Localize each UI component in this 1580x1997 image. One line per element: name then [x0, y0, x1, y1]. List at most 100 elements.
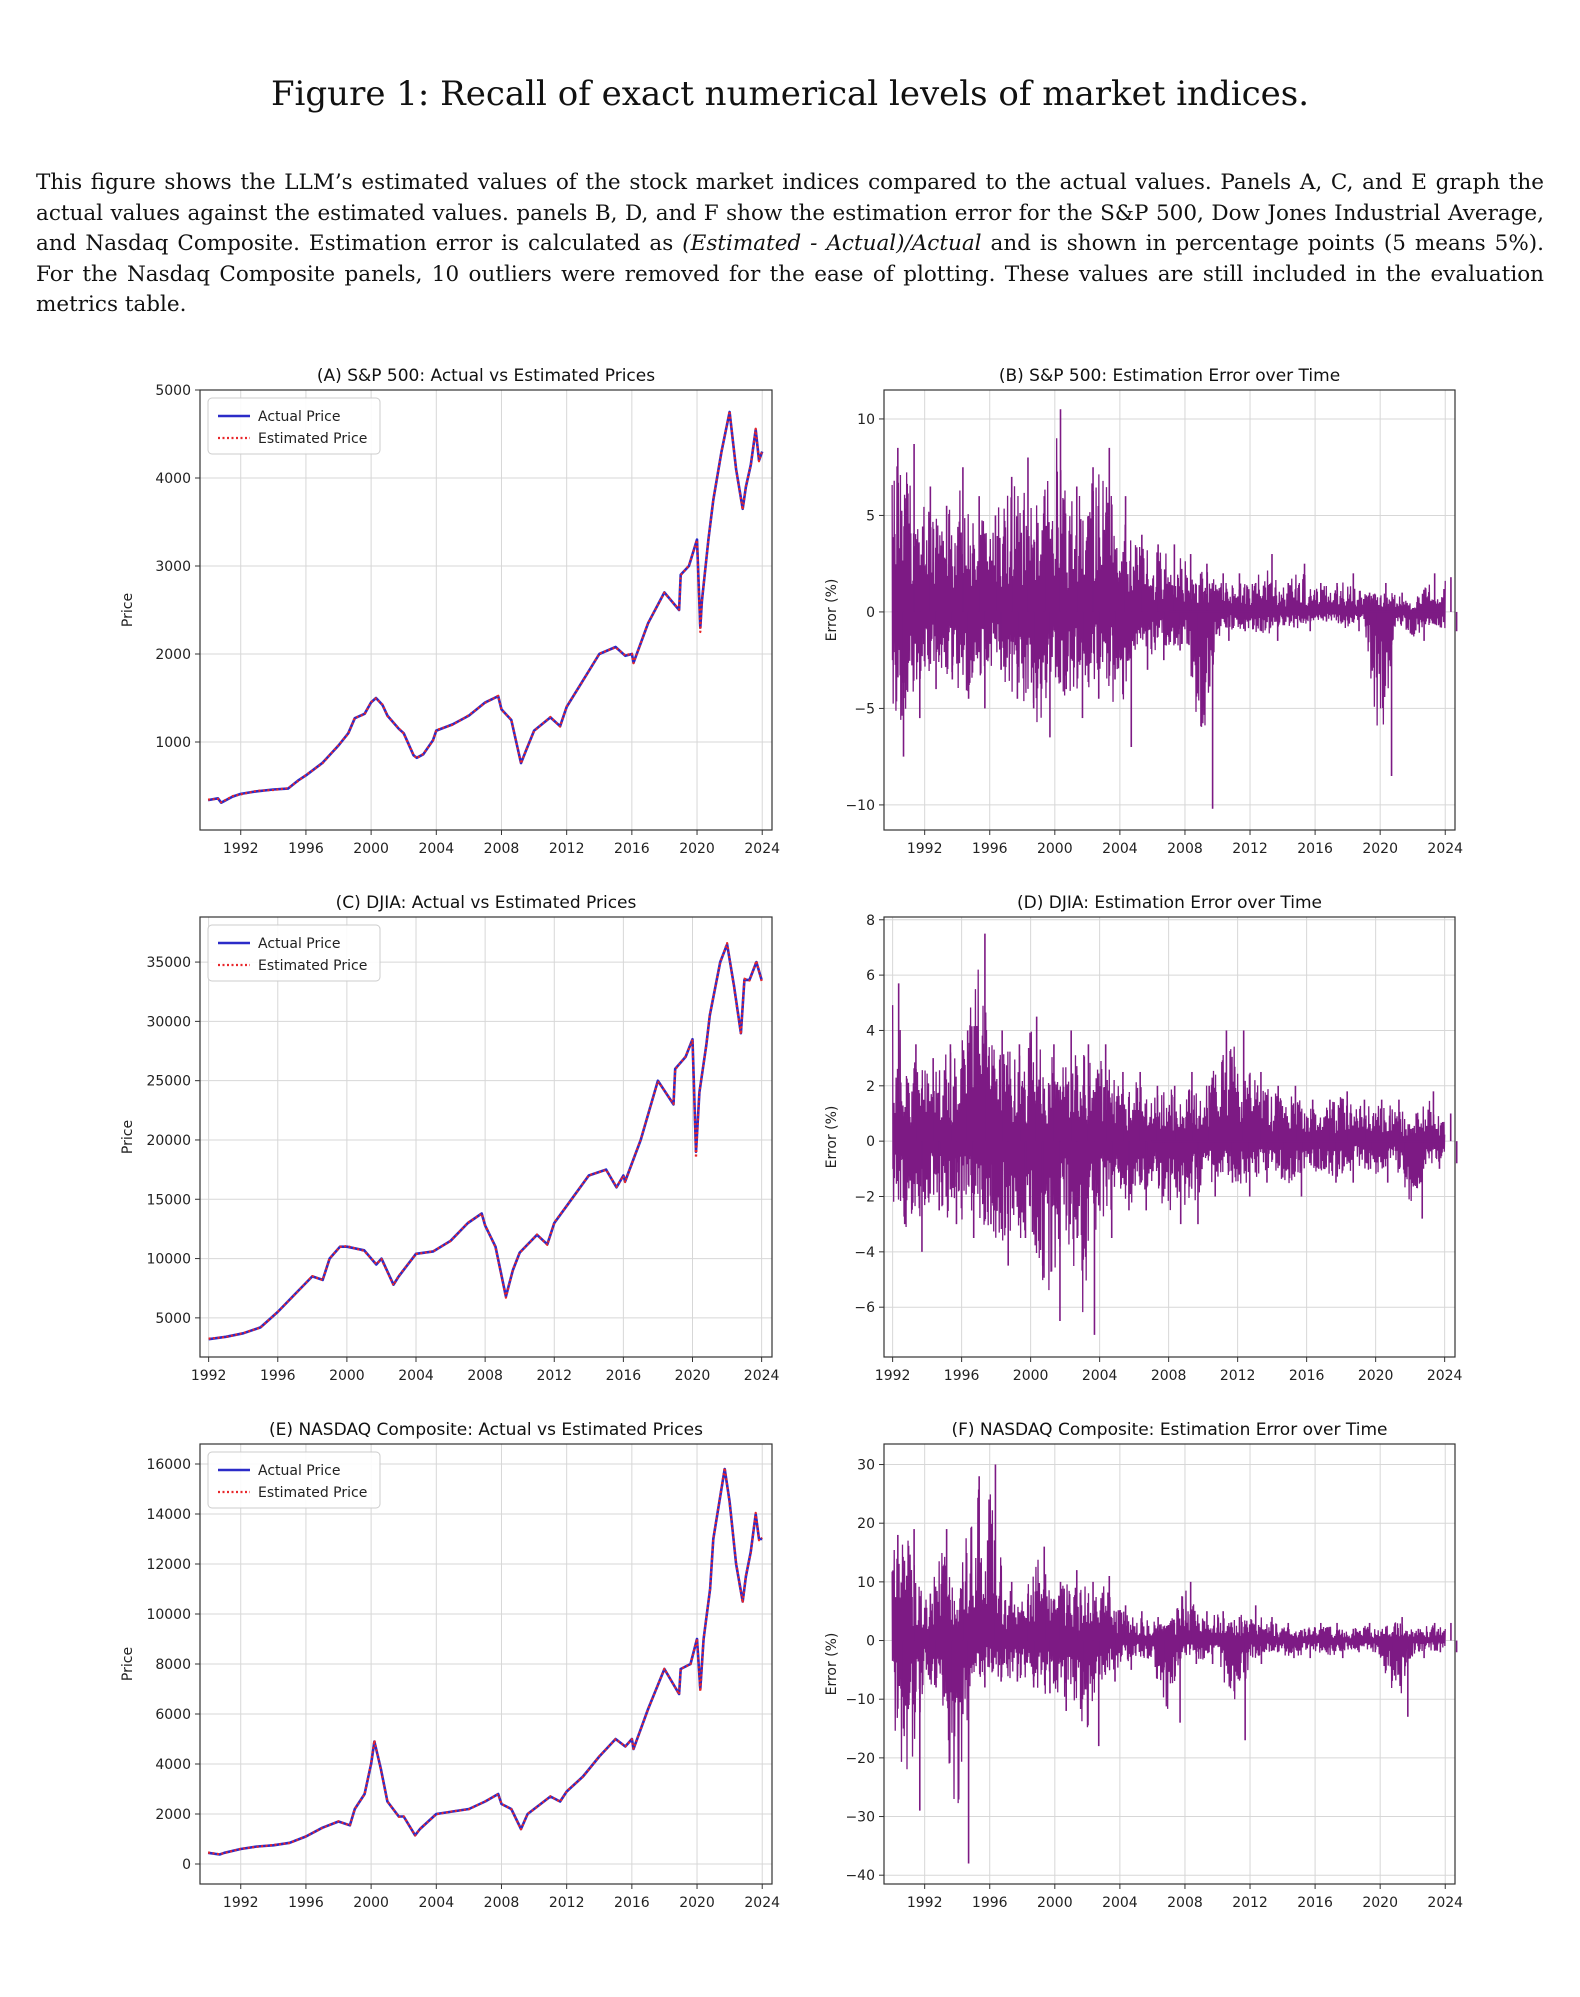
y-tick-label: 35000 [146, 955, 191, 971]
x-tick-label: 2004 [398, 1368, 434, 1384]
caption-text-2: and is shown in percentage points (5 mea… [36, 231, 1544, 317]
x-tick-label: 2008 [484, 841, 520, 857]
panel-f-title: (F) NASDAQ Composite: Estimation Error o… [951, 1420, 1387, 1440]
panel-a-frame [199, 389, 773, 831]
panel-e-ylabel: Price [120, 1647, 136, 1681]
x-tick-label: 2020 [679, 841, 715, 857]
y-tick-label: 5 [866, 508, 875, 524]
legend-box [207, 924, 381, 982]
y-tick-label: −40 [845, 1868, 875, 1884]
x-tick-label: 2004 [1082, 1368, 1118, 1384]
x-tick-label: 2008 [1167, 1895, 1203, 1911]
y-tick-label: −2 [854, 1189, 875, 1205]
panel-b-ylabel: Error (%) [824, 579, 840, 642]
y-tick-label: 4000 [155, 471, 191, 487]
panel-c-frame [199, 916, 773, 1358]
y-tick-label: 8 [866, 913, 875, 929]
figure-caption: This figure shows the LLM’s estimated va… [36, 168, 1544, 321]
x-tick-label: 2008 [1151, 1368, 1187, 1384]
x-tick-label: 1992 [875, 1368, 911, 1384]
panel-d-title: (D) DJIA: Estimation Error over Time [1017, 893, 1322, 913]
y-tick-label: 14000 [146, 1507, 191, 1523]
estimated-price-line [208, 410, 764, 804]
x-tick-label: 2012 [549, 841, 585, 857]
panel-d-frame [883, 916, 1456, 1358]
x-tick-label: 1996 [288, 841, 324, 857]
x-tick-label: 1992 [191, 1368, 227, 1384]
estimated-price-line [207, 1466, 763, 1856]
panel-b-data [891, 409, 1458, 809]
x-tick-label: 2024 [744, 841, 780, 857]
x-tick-label: 2020 [1362, 841, 1398, 857]
x-tick-label: 2024 [744, 1895, 780, 1911]
x-tick-label: 2024 [1427, 1368, 1463, 1384]
y-tick-label: 0 [182, 1857, 191, 1873]
y-tick-label: −10 [845, 1692, 875, 1708]
panel-e-title: (E) NASDAQ Composite: Actual vs Estimate… [269, 1420, 703, 1440]
panel-a-ticks: 1992 1996 2000 2004 2008 2012 2016 2020 2024 1000… [155, 383, 780, 857]
y-tick-label: −10 [845, 798, 875, 814]
panel-f-data [891, 1464, 1458, 1864]
x-tick-label: 2008 [484, 1895, 520, 1911]
x-tick-label: 2008 [1167, 841, 1203, 857]
x-tick-label: 1992 [907, 1895, 943, 1911]
x-tick-label: 2020 [1362, 1895, 1398, 1911]
x-tick-label: 2004 [1102, 1895, 1138, 1911]
y-tick-label: 10 [857, 1575, 875, 1591]
x-tick-label: 2000 [353, 841, 389, 857]
x-tick-label: 2016 [606, 1368, 642, 1384]
x-tick-label: 1992 [907, 841, 943, 857]
x-tick-label: 2016 [1289, 1368, 1325, 1384]
x-tick-label: 2012 [1220, 1368, 1256, 1384]
y-tick-label: 16000 [146, 1457, 191, 1473]
caption-text-1: This figure shows the LLM’s estimated va… [36, 170, 1544, 256]
x-tick-label: 2020 [1358, 1368, 1394, 1384]
panel-b-title: (B) S&P 500: Estimation Error over Time [999, 366, 1340, 386]
x-tick-label: 1992 [223, 841, 259, 857]
y-tick-label: −5 [854, 701, 875, 717]
y-tick-label: 6000 [155, 1707, 191, 1723]
x-tick-label: 2012 [549, 1895, 585, 1911]
legend-estimated-label: Estimated Price [258, 431, 367, 447]
y-tick-label: 30000 [146, 1014, 191, 1030]
x-tick-label: 1996 [972, 1895, 1008, 1911]
legend-actual-label: Actual Price [258, 409, 340, 425]
panel-b-frame [883, 389, 1456, 831]
panel-a-title: (A) S&P 500: Actual vs Estimated Prices [317, 366, 655, 386]
estimated-price-line [208, 941, 763, 1340]
y-tick-label: −4 [854, 1245, 875, 1261]
y-tick-label: 25000 [146, 1074, 191, 1090]
panel-d-ylabel: Error (%) [824, 1106, 840, 1169]
panel-d-ticks: 1992 1996 2000 2004 2008 2012 2016 2020 2024 −6 −4… [854, 913, 1462, 1384]
x-tick-label: 2016 [1297, 841, 1333, 857]
y-tick-label: 3000 [155, 559, 191, 575]
panel-f-ticks: 1992 1996 2000 2004 2008 2012 2016 2020 2024 −40 −… [845, 1458, 1463, 1911]
x-tick-label: 2016 [1297, 1895, 1333, 1911]
y-tick-label: 6 [866, 968, 875, 984]
y-tick-label: 20 [857, 1516, 875, 1532]
y-tick-label: 8000 [155, 1657, 191, 1673]
x-tick-label: 1996 [260, 1368, 296, 1384]
y-tick-label: 20000 [146, 1133, 191, 1149]
x-tick-label: 1996 [288, 1895, 324, 1911]
y-tick-label: 4000 [155, 1757, 191, 1773]
figure-title: Figure 1: Recall of exact numerical leve… [270, 74, 1310, 114]
y-tick-label: 2000 [155, 1807, 191, 1823]
panel-a-legend: Actual Price Estimated Price [207, 397, 381, 455]
panel-e-ticks: 1992 1996 2000 2004 2008 2012 2016 2020 2024 0 200… [146, 1457, 780, 1911]
y-tick-label: 4 [866, 1023, 875, 1039]
panel-c-legend: Actual Price Estimated Price [207, 924, 381, 982]
x-tick-label: 1996 [944, 1368, 980, 1384]
panel-e-legend: Actual Price Estimated Price [207, 1451, 381, 1509]
y-tick-label: 10000 [146, 1252, 191, 1268]
panel-e-data [207, 1466, 763, 1856]
x-tick-label: 2000 [1037, 1895, 1073, 1911]
legend-estimated-label: Estimated Price [258, 958, 367, 974]
panel-c-ylabel: Price [120, 1120, 136, 1154]
panel-d-data [891, 933, 1458, 1335]
x-tick-label: 2016 [614, 1895, 650, 1911]
x-tick-label: 2000 [329, 1368, 365, 1384]
